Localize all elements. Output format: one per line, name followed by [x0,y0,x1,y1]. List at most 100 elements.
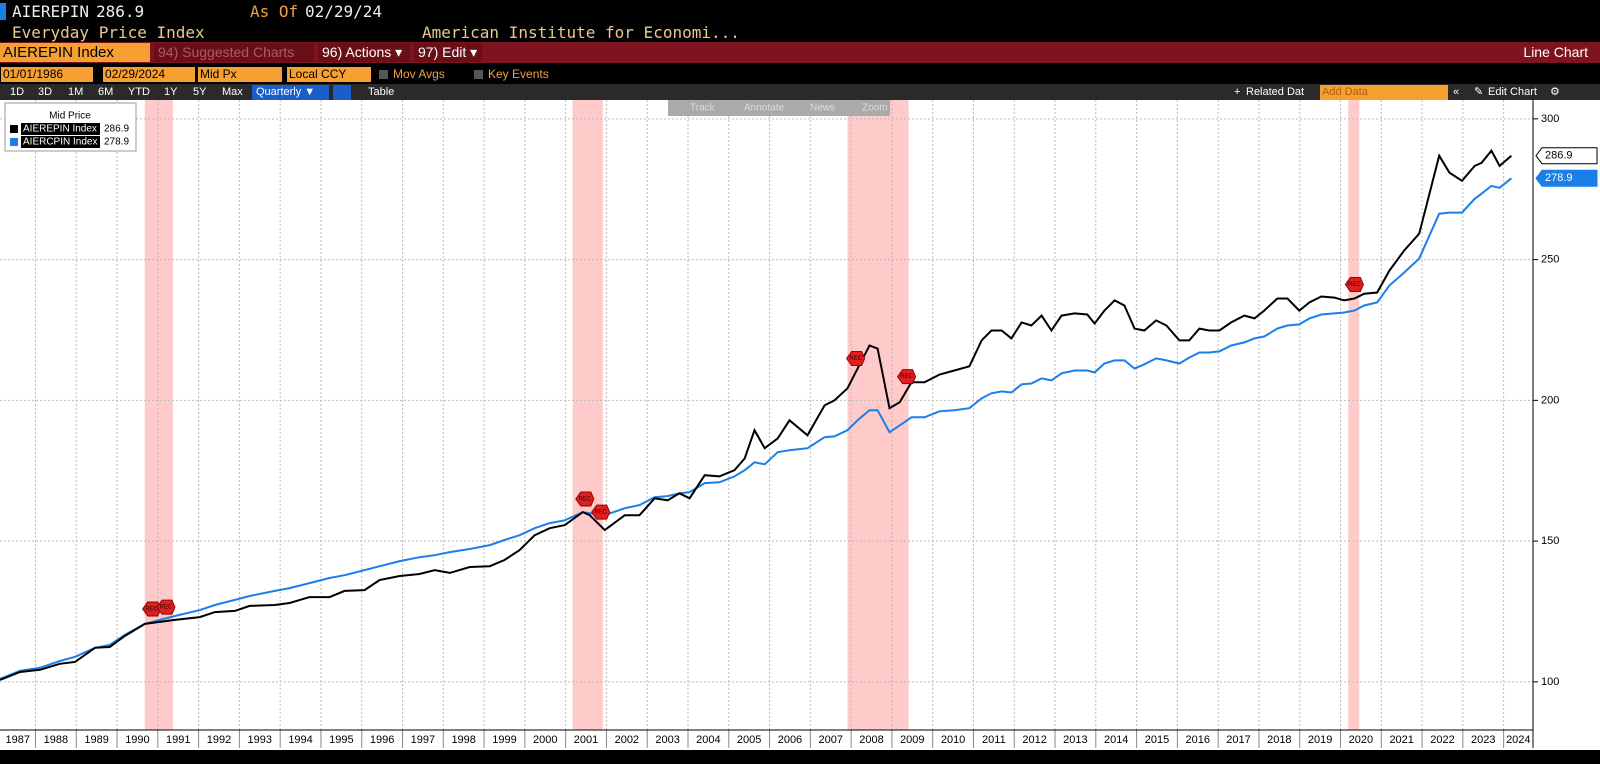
legend-swatch [10,138,18,146]
field-select[interactable]: Mid Px [198,67,282,82]
x-tick-label: 2022 [1430,734,1454,746]
focus-marker [0,3,6,20]
y-tick-label: 100 [1541,676,1559,688]
last-value-label: 286.9 [1545,150,1573,162]
event-label: REC [578,497,591,503]
event-marker [1344,276,1364,292]
x-tick-label: 1997 [411,734,435,746]
range-button[interactable]: 5Y [193,86,207,98]
event-label: REC [160,605,173,611]
plus-icon: + [1234,86,1241,98]
currency-select[interactable]: Local CCY [287,67,371,82]
collapse-icon[interactable]: « [1453,86,1460,98]
recession-band [847,100,909,730]
chart-icon[interactable] [333,85,351,100]
x-tick-label: 1994 [288,734,312,746]
chart-tool: Annotate [744,103,784,114]
x-tick-label: 2003 [655,734,679,746]
x-tick-label: 2016 [1186,734,1210,746]
x-tick-label: 2008 [859,734,883,746]
x-tick-label: 2007 [818,734,842,746]
edit-chart[interactable]: Edit Chart [1488,86,1537,98]
x-tick-label: 1998 [451,734,475,746]
x-tick-label: 1992 [207,734,231,746]
chart-type[interactable]: Line Chart [1523,44,1588,60]
event-marker [896,369,917,385]
event-label: REC [849,356,862,362]
table-button[interactable]: Table [368,86,395,98]
x-tick-label: 2023 [1471,734,1495,746]
security-name: Everyday Price Index [12,23,205,42]
legend-swatch [10,125,18,133]
event-label: REC [145,607,158,613]
legend-name-bg [21,136,100,148]
settings-icon[interactable]: ⚙ [1550,86,1560,98]
option[interactable]: Key Events [488,67,549,81]
x-tick-label: 2013 [1063,734,1087,746]
x-tick-label: 2009 [900,734,924,746]
legend-title: Mid Price [49,111,91,122]
as-of-date: 02/29/24 [305,2,383,21]
checkbox[interactable] [379,70,388,79]
checkbox[interactable] [474,70,483,79]
x-tick-label: 2015 [1145,734,1169,746]
x-tick-label: 1987 [5,734,29,746]
x-tick-label: 2010 [941,734,965,746]
source-name: American Institute for Economi... [422,23,740,42]
range-button[interactable]: 6M [98,86,114,98]
x-tick-label: 1990 [125,734,149,746]
range-button[interactable]: YTD [128,86,150,98]
x-tick-label: 1991 [166,734,190,746]
legend-value: 286.9 [104,124,129,135]
x-tick-label: 2011 [982,734,1006,746]
toolbar [0,84,1600,100]
menu-item[interactable]: 97) Edit ▾ [414,43,482,62]
legend-value: 278.9 [104,137,129,148]
plot-background [0,100,1600,750]
period-select[interactable]: Quarterly ▼ [252,85,329,100]
range-button[interactable]: 1Y [164,86,178,98]
as-of-label: As Of [250,2,299,21]
option[interactable]: Mov Avgs [393,67,445,81]
x-tick-label: 1996 [370,734,394,746]
last-price: 286.9 [96,2,145,21]
x-tick-label: 2024 [1506,734,1530,746]
chart-tool: Zoom [862,103,888,114]
y-tick-label: 250 [1541,254,1559,266]
event-marker [591,504,611,520]
last-value-label: 278.9 [1545,172,1573,184]
chart-tools-bar [668,100,890,116]
range-button[interactable]: 1M [68,86,84,98]
related-data[interactable]: Related Dat [1246,86,1305,98]
y-tick-label: 150 [1541,535,1559,547]
event-label: REC [1348,282,1361,288]
x-tick-label: 1989 [84,734,108,746]
end-date[interactable]: 02/29/2024 [103,67,195,82]
y-tick-label: 200 [1541,394,1559,406]
event-marker [575,491,595,507]
legend-name: AIEREPIN Index [23,124,97,135]
x-tick-label: 2000 [533,734,557,746]
menu-item[interactable]: 96) Actions ▾ [318,43,410,62]
event-marker [156,599,176,615]
recession-band [144,100,173,730]
recession-band [572,100,603,730]
security-field[interactable]: AIEREPIN Index [0,43,150,62]
start-date[interactable]: 01/01/1986 [1,67,93,82]
x-tick-label: 2001 [574,734,598,746]
x-tick-label: 1995 [329,734,353,746]
range-button[interactable]: Max [222,86,243,98]
series-line [0,148,1513,681]
y-tick-label: 300 [1541,113,1559,125]
range-button[interactable]: 3D [38,86,53,98]
menu-item[interactable]: 94) Suggested Charts [154,43,314,62]
event-label: REC [900,374,913,380]
recession-band [1348,100,1360,730]
chart-tool: News [810,103,835,114]
x-tick-label: 2019 [1308,734,1332,746]
add-data-field[interactable]: Add Data [1320,85,1448,100]
last-value-tag [1535,147,1598,165]
range-button[interactable]: 1D [10,86,25,98]
